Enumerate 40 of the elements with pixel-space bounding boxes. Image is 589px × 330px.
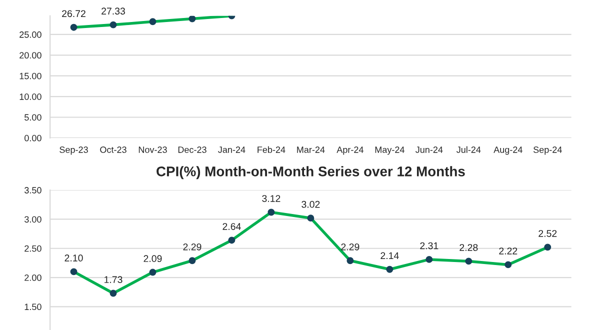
data-label: 2.29 (183, 243, 202, 250)
data-label: 2.31 (420, 242, 438, 250)
y-tick-label: 3.00 (24, 216, 42, 223)
y-tick-label: 2.50 (24, 245, 42, 252)
y-tick-label: 20.00 (20, 52, 42, 59)
data-label: 2.09 (144, 255, 162, 262)
x-tick-label: Nov-23 (138, 146, 167, 153)
y-tick-label: 25.00 (20, 31, 42, 38)
x-tick-label: Jun-24 (416, 146, 443, 153)
x-tick-label: Dec-23 (178, 146, 206, 153)
x-tick-label: Sep-23 (60, 146, 88, 155)
data-label: 26.72 (62, 10, 86, 18)
data-label: 3.12 (262, 195, 280, 202)
y-tick-label: 5.00 (24, 114, 42, 121)
x-tick-label: Apr-24 (336, 146, 364, 155)
data-label: 2.29 (341, 243, 360, 250)
x-tick-label: Feb-24 (258, 146, 286, 153)
y-tick-label: 2.00 (24, 274, 42, 281)
y-tick-label: 0.00 (24, 134, 42, 142)
x-tick-label: Sep-24 (533, 146, 562, 155)
chart-title: CPI(%) Month-on-Month Series over 12 Months (156, 166, 465, 180)
x-tick-label: Oct-23 (100, 146, 126, 153)
data-label: 1.73 (104, 276, 122, 284)
data-label: 27.33 (102, 8, 125, 15)
y-tick-label: 15.00 (20, 72, 42, 80)
data-label: 2.22 (499, 248, 518, 254)
data-label: 3.02 (302, 200, 320, 208)
data-label: 2.28 (460, 244, 478, 251)
y-tick-label: 1.50 (24, 304, 42, 310)
x-tick-label: Mar-24 (297, 146, 325, 153)
y-tick-label: 3.50 (24, 187, 42, 194)
x-tick-label: Jul-24 (456, 146, 481, 153)
data-label: 2.10 (64, 254, 83, 262)
x-tick-label: Jan-24 (218, 146, 246, 153)
x-tick-label: Aug-24 (494, 146, 522, 155)
data-label: 2.64 (222, 223, 241, 230)
y-tick-label: 10.00 (20, 94, 42, 100)
x-tick-label: May-24 (375, 146, 404, 155)
data-label: 2.14 (380, 252, 399, 260)
data-label: 2.52 (538, 230, 557, 237)
